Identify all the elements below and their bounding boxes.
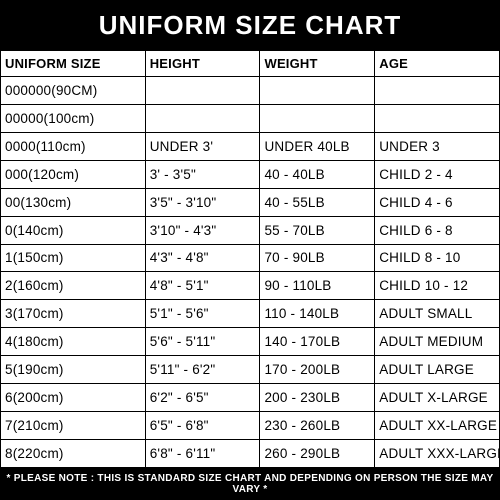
cell-size: 8(220cm) <box>1 439 146 467</box>
cell-age: CHILD 2 - 4 <box>375 160 500 188</box>
table-row: 6(200cm)6'2" - 6'5"200 - 230LBADULT X-LA… <box>1 384 500 412</box>
cell-weight: 140 - 170LB <box>260 328 375 356</box>
cell-weight: 55 - 70LB <box>260 216 375 244</box>
table-row: 1(150cm)4'3" - 4'8"70 - 90LBCHILD 8 - 10 <box>1 244 500 272</box>
table-row: 4(180cm)5'6" - 5'11"140 - 170LBADULT MED… <box>1 328 500 356</box>
cell-age: CHILD 10 - 12 <box>375 272 500 300</box>
col-header-weight: WEIGHT <box>260 51 375 77</box>
cell-weight: 260 - 290LB <box>260 439 375 467</box>
cell-age <box>375 77 500 105</box>
cell-height: 4'8" - 5'1" <box>145 272 260 300</box>
cell-height: UNDER 3' <box>145 132 260 160</box>
cell-size: 7(210cm) <box>1 412 146 440</box>
cell-size: 000(120cm) <box>1 160 146 188</box>
chart-title: UNIFORM SIZE CHART <box>0 0 500 50</box>
cell-size: 5(190cm) <box>1 356 146 384</box>
cell-height <box>145 104 260 132</box>
cell-height: 6'2" - 6'5" <box>145 384 260 412</box>
table-row: 7(210cm)6'5" - 6'8"230 - 260LBADULT XX-L… <box>1 412 500 440</box>
cell-height: 6'5" - 6'8" <box>145 412 260 440</box>
col-header-height: HEIGHT <box>145 51 260 77</box>
cell-height: 3' - 3'5" <box>145 160 260 188</box>
cell-weight: 230 - 260LB <box>260 412 375 440</box>
size-chart-container: UNIFORM SIZE CHART UNIFORM SIZE HEIGHT W… <box>0 0 500 500</box>
cell-weight: 40 - 55LB <box>260 188 375 216</box>
cell-weight: 200 - 230LB <box>260 384 375 412</box>
cell-weight: 70 - 90LB <box>260 244 375 272</box>
table-row: 5(190cm)5'11" - 6'2"170 - 200LBADULT LAR… <box>1 356 500 384</box>
cell-height: 3'10" - 4'3" <box>145 216 260 244</box>
cell-size: 0(140cm) <box>1 216 146 244</box>
cell-age: ADULT SMALL <box>375 300 500 328</box>
cell-height: 4'3" - 4'8" <box>145 244 260 272</box>
cell-size: 00(130cm) <box>1 188 146 216</box>
cell-age: ADULT X-LARGE <box>375 384 500 412</box>
cell-weight: 40 - 40LB <box>260 160 375 188</box>
cell-weight: 170 - 200LB <box>260 356 375 384</box>
cell-weight <box>260 77 375 105</box>
cell-height: 5'6" - 5'11" <box>145 328 260 356</box>
table-row: 00(130cm)3'5" - 3'10"40 - 55LBCHILD 4 - … <box>1 188 500 216</box>
table-row: 2(160cm)4'8" - 5'1"90 - 110LBCHILD 10 - … <box>1 272 500 300</box>
cell-size: 1(150cm) <box>1 244 146 272</box>
cell-age: ADULT XXX-LARGET <box>375 439 500 467</box>
cell-height: 5'1" - 5'6" <box>145 300 260 328</box>
cell-size: 4(180cm) <box>1 328 146 356</box>
cell-height: 6'8" - 6'11" <box>145 439 260 467</box>
table-row: 8(220cm)6'8" - 6'11"260 - 290LBADULT XXX… <box>1 439 500 467</box>
cell-height: 3'5" - 3'10" <box>145 188 260 216</box>
cell-size: 00000(100cm) <box>1 104 146 132</box>
cell-weight <box>260 104 375 132</box>
cell-height: 5'11" - 6'2" <box>145 356 260 384</box>
table-row: 3(170cm)5'1" - 5'6"110 - 140LBADULT SMAL… <box>1 300 500 328</box>
cell-age: CHILD 6 - 8 <box>375 216 500 244</box>
cell-age: ADULT XX-LARGE <box>375 412 500 440</box>
cell-age: UNDER 3 <box>375 132 500 160</box>
table-row: 00000(100cm) <box>1 104 500 132</box>
col-header-age: AGE <box>375 51 500 77</box>
cell-weight: UNDER 40LB <box>260 132 375 160</box>
cell-weight: 90 - 110LB <box>260 272 375 300</box>
col-header-size: UNIFORM SIZE <box>1 51 146 77</box>
cell-height <box>145 77 260 105</box>
cell-age: ADULT LARGE <box>375 356 500 384</box>
cell-age: ADULT MEDIUM <box>375 328 500 356</box>
cell-age: CHILD 8 - 10 <box>375 244 500 272</box>
cell-weight: 110 - 140LB <box>260 300 375 328</box>
cell-size: 0000(110cm) <box>1 132 146 160</box>
table-row: 0(140cm)3'10" - 4'3"55 - 70LBCHILD 6 - 8 <box>1 216 500 244</box>
cell-size: 3(170cm) <box>1 300 146 328</box>
table-row: 0000(110cm)UNDER 3'UNDER 40LBUNDER 3 <box>1 132 500 160</box>
header-row: UNIFORM SIZE HEIGHT WEIGHT AGE <box>1 51 500 77</box>
table-body: 000000(90CM) 00000(100cm) 0000(110cm)UND… <box>1 77 500 468</box>
cell-size: 2(160cm) <box>1 272 146 300</box>
footer-note: * PLEASE NOTE : THIS IS STANDARD SIZE CH… <box>0 468 500 500</box>
cell-size: 6(200cm) <box>1 384 146 412</box>
cell-age <box>375 104 500 132</box>
cell-size: 000000(90CM) <box>1 77 146 105</box>
size-chart-table: UNIFORM SIZE HEIGHT WEIGHT AGE 000000(90… <box>0 50 500 468</box>
table-row: 000000(90CM) <box>1 77 500 105</box>
cell-age: CHILD 4 - 6 <box>375 188 500 216</box>
table-row: 000(120cm)3' - 3'5"40 - 40LBCHILD 2 - 4 <box>1 160 500 188</box>
